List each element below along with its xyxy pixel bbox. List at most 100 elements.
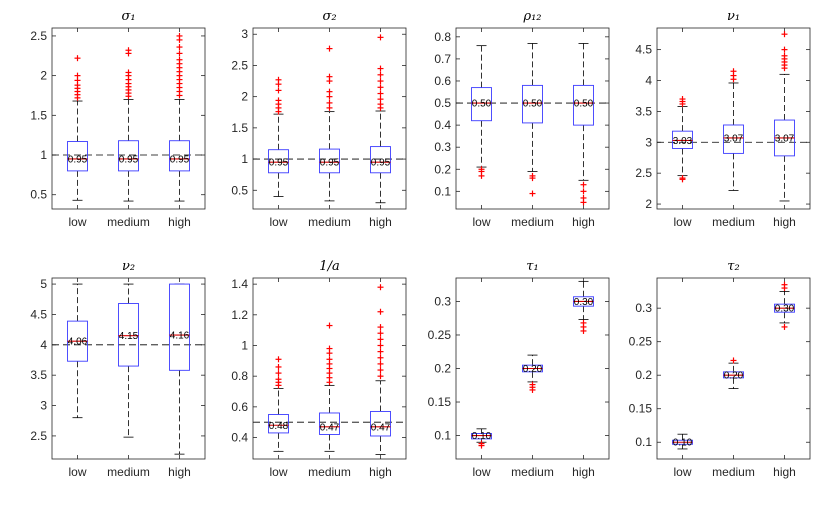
box-low: 0.48 xyxy=(268,356,289,452)
subplot-title: ν₁ xyxy=(727,9,740,24)
y-tick-label: 1 xyxy=(40,148,47,162)
median-label: 0.95 xyxy=(320,158,340,169)
box-high: 0.95 xyxy=(169,32,190,202)
outlier-marker xyxy=(125,47,132,54)
y-tick-label: 0.7 xyxy=(434,52,451,66)
x-category-label: medium xyxy=(511,215,554,229)
outlier-marker xyxy=(176,32,183,39)
iqr-box xyxy=(573,84,594,126)
median-label: 0.20 xyxy=(523,364,543,375)
box-high: 4.16 xyxy=(169,283,190,455)
y-tick-label: 0.2 xyxy=(635,368,652,382)
iqr-box xyxy=(672,130,693,149)
y-tick-label: 2 xyxy=(241,90,248,104)
outlier-marker xyxy=(377,354,384,361)
iqr-box xyxy=(370,410,391,437)
outlier-marker xyxy=(377,71,384,78)
outlier-marker xyxy=(377,342,384,349)
outlier-marker xyxy=(377,348,384,355)
outlier-marker xyxy=(176,44,183,51)
outlier-marker xyxy=(176,50,183,57)
y-tick-label: 0.8 xyxy=(434,30,451,44)
outlier-marker xyxy=(580,199,587,206)
y-tick-label: 0.4 xyxy=(231,431,248,445)
outlier-marker xyxy=(275,97,282,104)
iqr-box xyxy=(268,149,289,174)
outlier-marker xyxy=(377,84,384,91)
subplot-title: τ₁ xyxy=(526,259,538,274)
iqr-box xyxy=(118,140,139,172)
y-tick-label: 0.3 xyxy=(434,294,451,308)
subplot-7: τ₁ 0.1 0.15 0.2 0.25 0.3 low medium high 0.10 0.20… xyxy=(428,259,610,479)
y-tick-label: 1.4 xyxy=(231,277,248,291)
box-medium: 0.20 xyxy=(723,357,744,390)
subplot-3: ρ₁₂ 0.1 0.2 0.3 0.4 0.5 0.6 0.7 0.8 low medium high… xyxy=(434,9,610,229)
outlier-marker xyxy=(478,442,485,449)
outlier-marker xyxy=(74,72,81,79)
outlier-marker xyxy=(326,356,333,363)
median-label: 0.95 xyxy=(371,158,391,169)
x-category-label: high xyxy=(572,215,595,229)
iqr-box xyxy=(370,146,391,174)
x-category-label: medium xyxy=(308,215,351,229)
outlier-marker xyxy=(377,367,384,374)
outlier-marker xyxy=(377,78,384,85)
outlier-marker xyxy=(275,376,282,383)
box-medium: 0.20 xyxy=(522,354,543,393)
y-tick-label: 0.4 xyxy=(434,118,451,132)
median-label: 3.07 xyxy=(775,133,795,144)
outlier-marker xyxy=(377,360,384,367)
y-tick-label: 0.2 xyxy=(434,162,451,176)
median-label: 0.95 xyxy=(68,154,88,165)
y-tick-label: 1 xyxy=(241,152,248,166)
x-category-label: medium xyxy=(511,465,554,479)
outlier-marker xyxy=(478,166,485,173)
outlier-marker xyxy=(580,327,587,334)
y-tick-label: 3 xyxy=(645,135,652,149)
x-category-label: medium xyxy=(107,465,150,479)
median-label: 0.95 xyxy=(119,154,139,165)
x-category-label: medium xyxy=(107,215,150,229)
iqr-box xyxy=(169,140,190,172)
y-tick-label: 4 xyxy=(645,74,652,88)
box-medium: 0.95 xyxy=(118,47,139,202)
y-tick-label: 0.5 xyxy=(434,96,451,110)
outlier-marker xyxy=(326,73,333,80)
y-tick-label: 0.6 xyxy=(231,400,248,414)
x-category-label: low xyxy=(673,215,691,229)
median-label: 0.95 xyxy=(170,154,190,165)
iqr-box xyxy=(522,84,543,124)
box-medium: 3.07 xyxy=(723,68,744,191)
box-high: 0.95 xyxy=(370,34,391,204)
x-category-label: low xyxy=(472,465,490,479)
box-medium: 0.47 xyxy=(319,322,340,452)
box-high: 0.30 xyxy=(774,281,795,330)
iqr-box xyxy=(319,148,340,174)
box-high: 3.07 xyxy=(774,31,795,202)
median-label: 0.50 xyxy=(472,99,492,110)
outlier-marker xyxy=(377,324,384,331)
median-label: 0.47 xyxy=(371,422,391,433)
iqr-box xyxy=(118,303,139,367)
median-label: 0.50 xyxy=(523,99,543,110)
box-low: 0.95 xyxy=(67,55,88,201)
outlier-marker xyxy=(730,68,737,75)
outlier-marker xyxy=(275,87,282,94)
subplot-2: σ₂ 0.5 1 1.5 2 2.5 3 low medium high 0.95 0.95 0.95 xyxy=(231,9,407,229)
y-tick-label: 2.5 xyxy=(30,429,47,443)
y-tick-label: 4.5 xyxy=(635,43,652,57)
iqr-box xyxy=(471,87,492,122)
outlier-marker xyxy=(781,46,788,53)
median-label: 3.03 xyxy=(673,136,693,147)
y-tick-label: 0.5 xyxy=(30,188,47,202)
y-tick-label: 3 xyxy=(241,27,248,41)
outlier-marker xyxy=(74,55,81,62)
outlier-marker xyxy=(326,99,333,106)
outlier-marker xyxy=(730,357,737,364)
box-medium: 0.95 xyxy=(319,45,340,202)
y-tick-label: 2.5 xyxy=(635,166,652,180)
outlier-marker xyxy=(679,176,686,183)
y-tick-label: 2.5 xyxy=(30,29,47,43)
iqr-box xyxy=(723,124,744,154)
iqr-box xyxy=(471,433,492,440)
